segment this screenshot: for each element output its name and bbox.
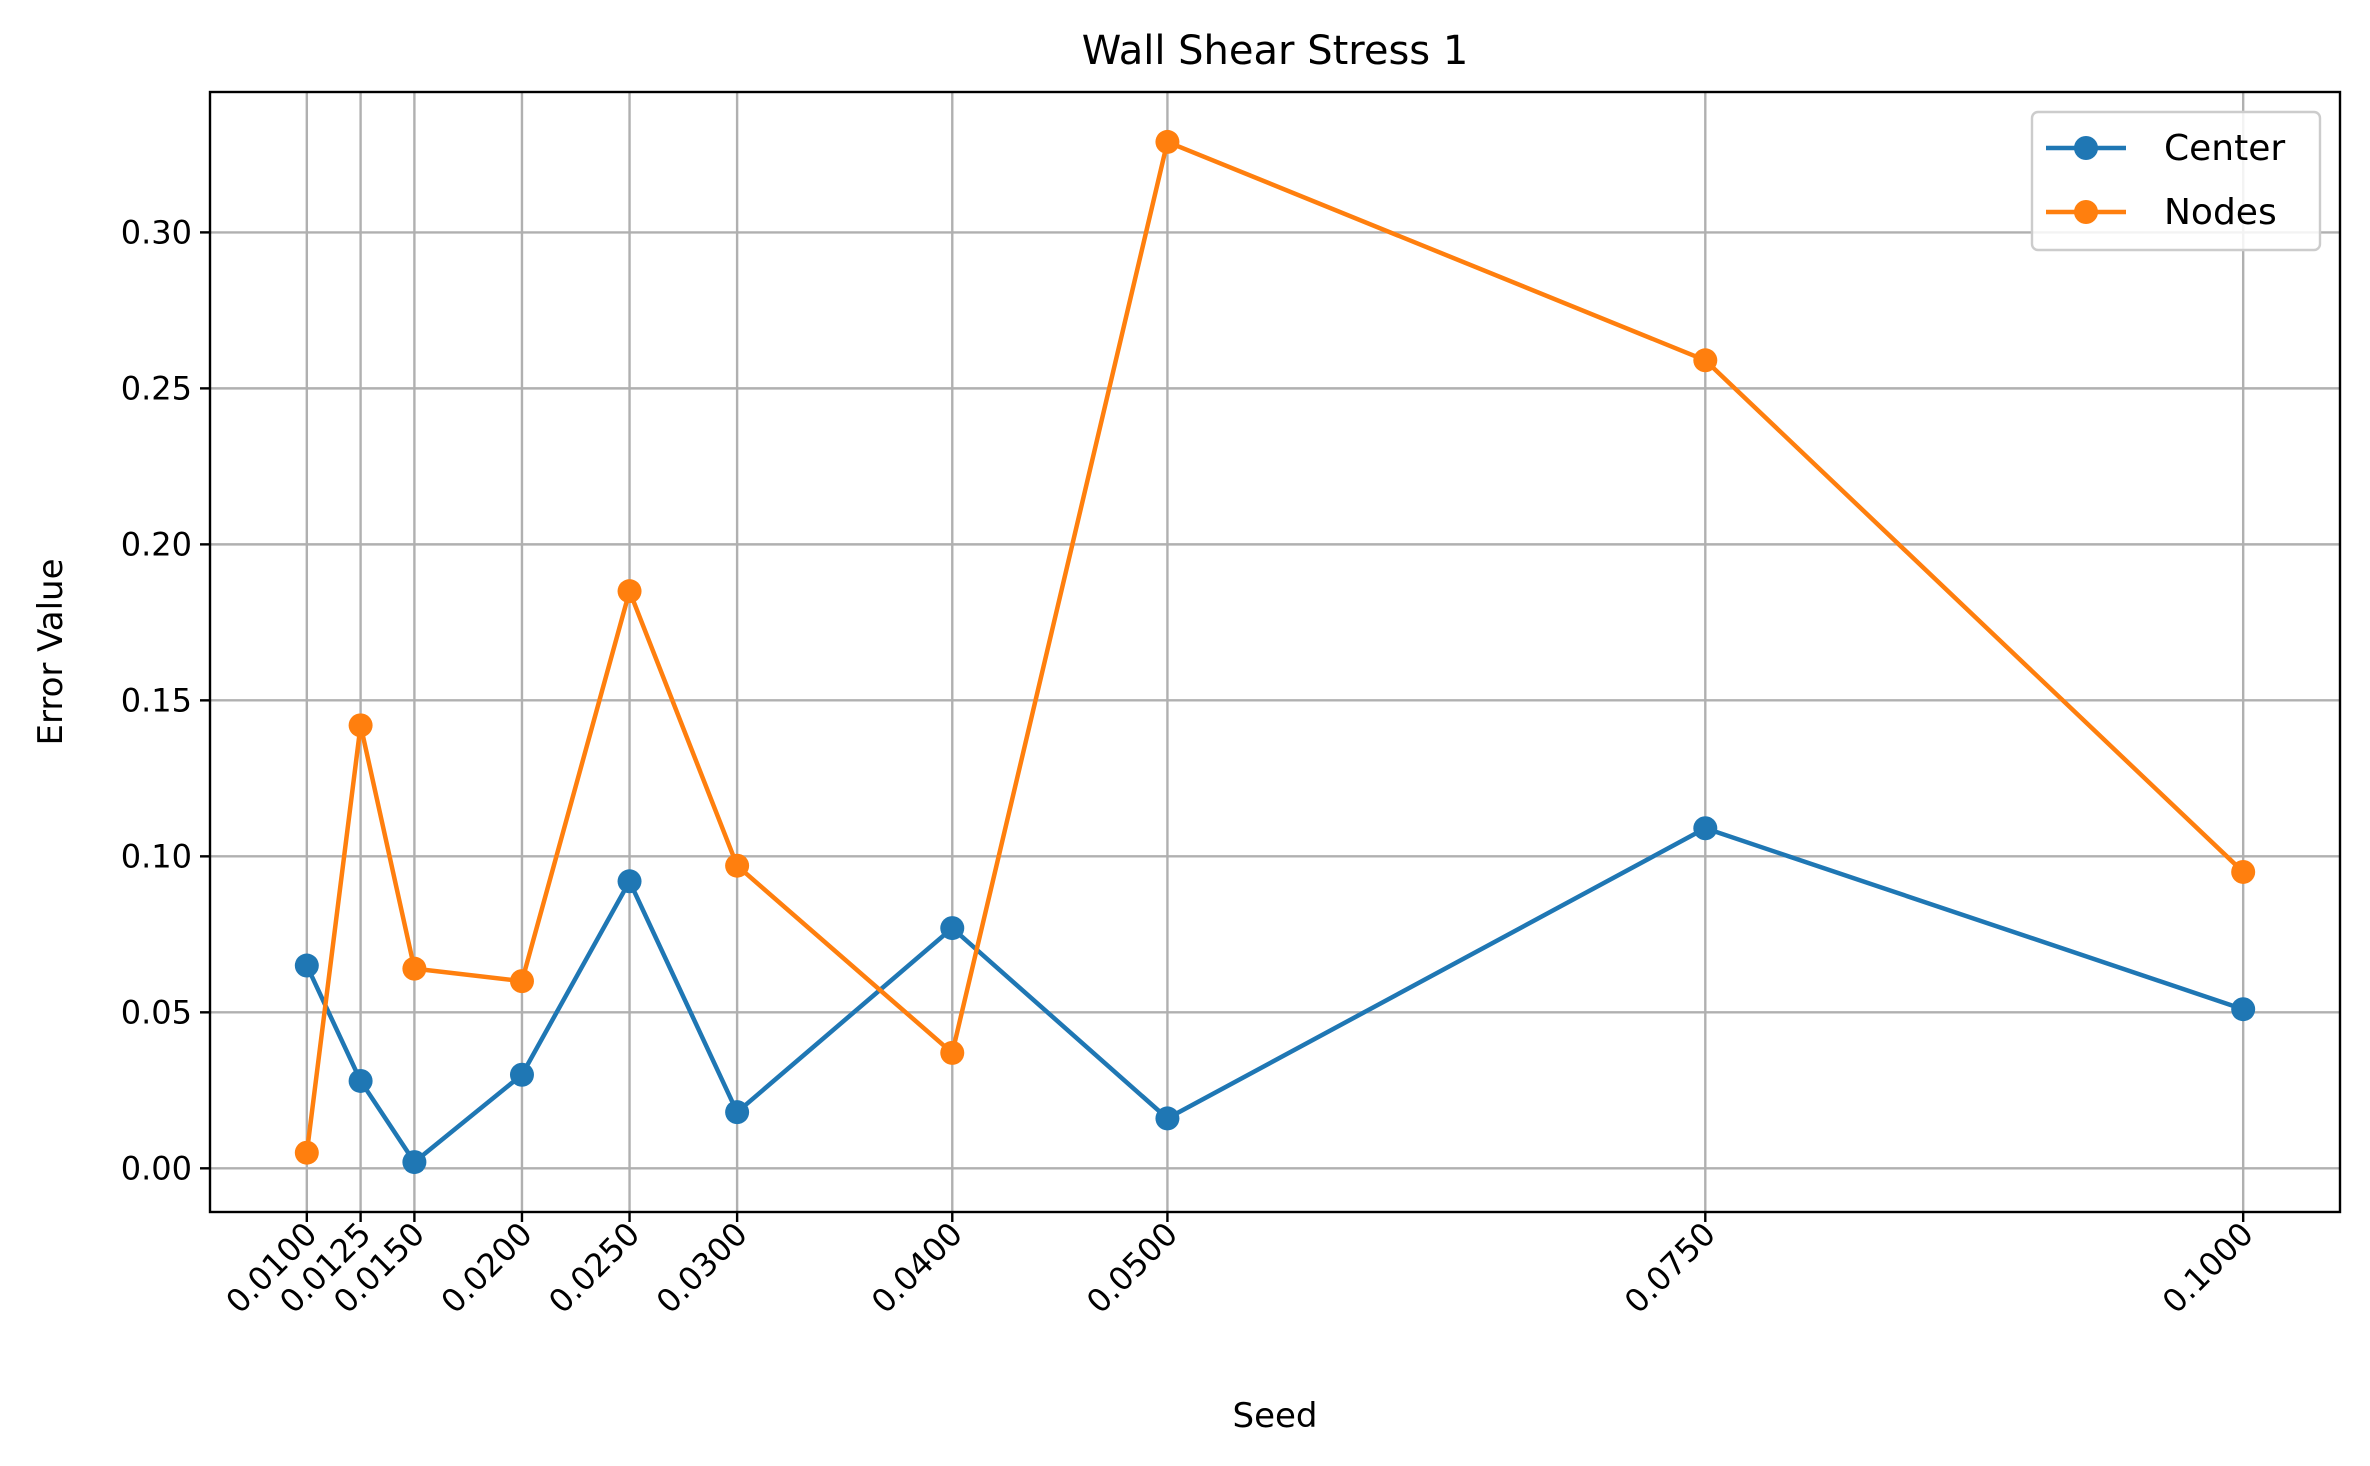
data-point-nodes — [1155, 129, 1180, 154]
x-tick-label: 0.0750 — [1617, 1215, 1723, 1321]
series-lines — [294, 129, 2256, 1175]
x-axis-label: Seed — [1233, 1396, 1318, 1436]
x-tick-label: 0.0200 — [434, 1215, 540, 1321]
y-axis-label: Error Value — [31, 558, 71, 745]
x-tick-label: 0.0500 — [1079, 1215, 1185, 1321]
y-tick-label: 0.10 — [121, 837, 192, 875]
data-point-center — [940, 916, 965, 941]
data-point-nodes — [348, 713, 373, 738]
data-point-nodes — [725, 853, 750, 878]
x-tick-label: 0.0250 — [541, 1215, 647, 1321]
y-tick-label: 0.15 — [121, 681, 192, 719]
data-point-center — [1155, 1106, 1180, 1131]
x-tick-label: 0.0300 — [649, 1215, 755, 1321]
data-point-center — [348, 1068, 373, 1093]
series-line-nodes — [304, 139, 2245, 1154]
data-point-center — [294, 953, 319, 978]
data-point-center — [402, 1150, 427, 1175]
data-point-nodes — [2231, 859, 2256, 884]
data-point-nodes — [617, 579, 642, 604]
data-point-nodes — [402, 956, 427, 981]
x-tick-label: 0.1000 — [2155, 1215, 2261, 1321]
data-point-center — [2231, 997, 2256, 1022]
x-tick-label: 0.0400 — [864, 1215, 970, 1321]
y-tick-label: 0.20 — [121, 525, 192, 563]
series-center — [294, 816, 2256, 1175]
data-point-center — [1693, 816, 1718, 841]
legend-marker-center — [2074, 136, 2098, 160]
legend-marker-nodes — [2074, 200, 2098, 224]
plot-area-frame — [208, 90, 2342, 1214]
legend-label-nodes: Nodes — [2164, 192, 2277, 233]
data-point-nodes — [294, 1140, 319, 1165]
legend: Center Nodes — [2030, 110, 2322, 252]
data-point-center — [509, 1062, 534, 1087]
series-nodes — [294, 129, 2256, 1165]
data-point-nodes — [1693, 348, 1718, 373]
data-point-nodes — [940, 1040, 965, 1065]
y-tick-label: 0.30 — [121, 213, 192, 251]
legend-label-center: Center — [2164, 128, 2285, 169]
series-line-center — [304, 826, 2244, 1165]
chart-title: Wall Shear Stress 1 — [1082, 28, 1469, 74]
data-point-center — [725, 1100, 750, 1125]
data-point-nodes — [509, 969, 534, 994]
y-tick-label: 0.00 — [121, 1149, 192, 1187]
y-tick-label: 0.25 — [121, 369, 192, 407]
data-point-center — [617, 869, 642, 894]
grid-lines — [210, 92, 2340, 1212]
y-tick-label: 0.05 — [121, 993, 192, 1031]
